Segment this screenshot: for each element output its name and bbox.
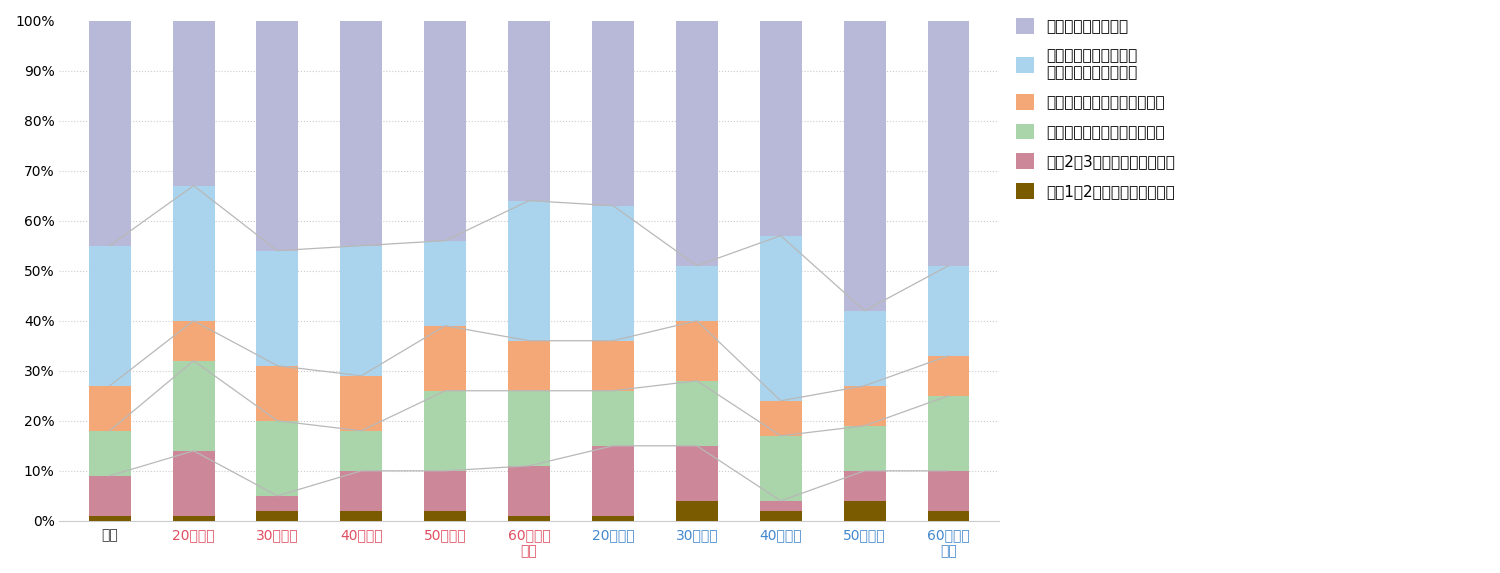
- Bar: [843, 426, 885, 471]
- Bar: [927, 471, 969, 511]
- Bar: [172, 516, 214, 521]
- Bar: [843, 501, 885, 521]
- Bar: [509, 341, 550, 391]
- Bar: [927, 511, 969, 521]
- Bar: [843, 386, 885, 426]
- Bar: [760, 21, 801, 236]
- Bar: [88, 21, 130, 246]
- Bar: [592, 206, 634, 341]
- Bar: [927, 396, 969, 471]
- Bar: [760, 236, 801, 401]
- Bar: [340, 471, 382, 511]
- Bar: [927, 21, 969, 266]
- Bar: [676, 380, 718, 446]
- Bar: [88, 246, 130, 386]
- Bar: [676, 446, 718, 501]
- Bar: [509, 201, 550, 341]
- Bar: [760, 436, 801, 501]
- Bar: [256, 366, 298, 421]
- Bar: [843, 21, 885, 311]
- Bar: [256, 511, 298, 521]
- Bar: [88, 516, 130, 521]
- Bar: [172, 451, 214, 516]
- Legend: 利用したことがない, 以前は利用していたが
現在は利用していない, 年間で数回程度利用している, 半年に数回程度利用している, 月に2、3回程度利用している, : 利用したことがない, 以前は利用していたが 現在は利用していない, 年間で数回程…: [1016, 18, 1176, 199]
- Bar: [676, 266, 718, 321]
- Bar: [509, 466, 550, 516]
- Bar: [256, 421, 298, 496]
- Bar: [760, 401, 801, 436]
- Bar: [256, 496, 298, 511]
- Bar: [340, 21, 382, 246]
- Bar: [424, 241, 466, 325]
- Bar: [760, 501, 801, 511]
- Bar: [172, 21, 214, 186]
- Bar: [927, 266, 969, 356]
- Bar: [424, 325, 466, 391]
- Bar: [340, 431, 382, 471]
- Bar: [592, 21, 634, 206]
- Bar: [843, 311, 885, 386]
- Bar: [424, 471, 466, 511]
- Bar: [88, 431, 130, 476]
- Bar: [340, 511, 382, 521]
- Bar: [509, 516, 550, 521]
- Bar: [424, 21, 466, 241]
- Bar: [843, 471, 885, 501]
- Bar: [592, 446, 634, 516]
- Bar: [509, 21, 550, 201]
- Bar: [88, 386, 130, 431]
- Bar: [592, 391, 634, 446]
- Bar: [340, 246, 382, 376]
- Bar: [592, 516, 634, 521]
- Bar: [424, 391, 466, 471]
- Bar: [676, 321, 718, 380]
- Bar: [760, 511, 801, 521]
- Bar: [676, 21, 718, 266]
- Bar: [592, 341, 634, 391]
- Bar: [927, 356, 969, 396]
- Bar: [256, 21, 298, 250]
- Bar: [172, 361, 214, 451]
- Bar: [676, 501, 718, 521]
- Bar: [88, 476, 130, 516]
- Bar: [509, 391, 550, 466]
- Bar: [172, 321, 214, 361]
- Bar: [172, 186, 214, 321]
- Bar: [424, 511, 466, 521]
- Bar: [256, 250, 298, 366]
- Bar: [340, 376, 382, 431]
